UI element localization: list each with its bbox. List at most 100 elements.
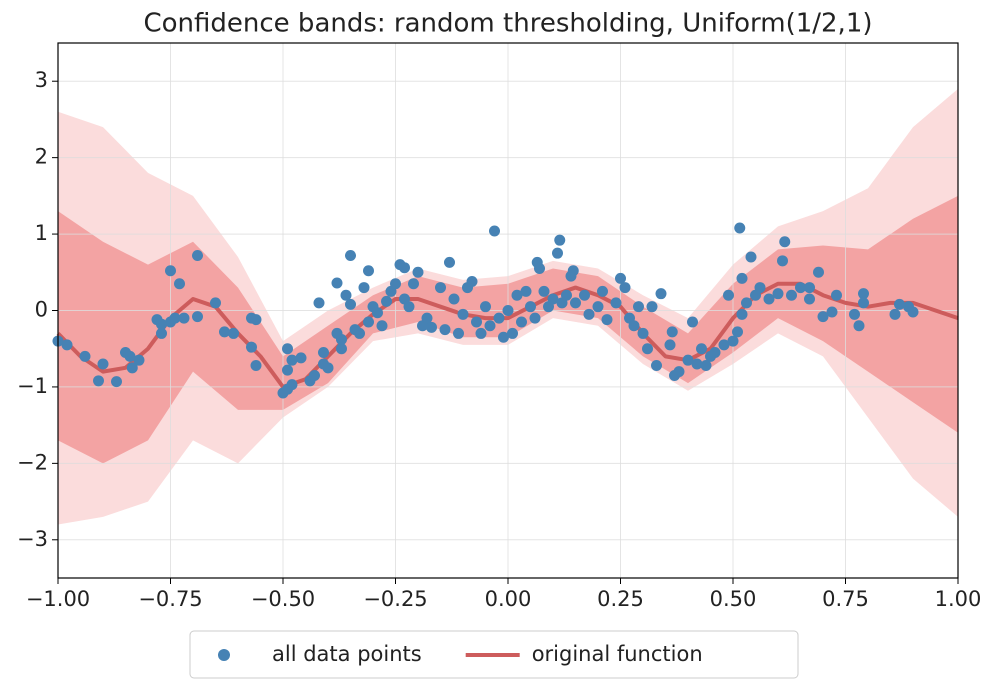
y-tick-label: −2 bbox=[17, 450, 48, 474]
data-point bbox=[408, 278, 419, 290]
data-point bbox=[567, 265, 579, 277]
y-tick-label: 3 bbox=[35, 68, 48, 92]
data-point bbox=[363, 265, 374, 277]
data-point bbox=[786, 289, 797, 301]
data-point bbox=[570, 297, 581, 309]
data-point bbox=[322, 362, 334, 374]
data-point bbox=[601, 314, 613, 326]
data-point bbox=[246, 341, 257, 353]
data-point bbox=[853, 320, 865, 332]
data-point bbox=[336, 343, 347, 355]
data-point bbox=[615, 272, 626, 284]
x-tick-label: −0.25 bbox=[363, 587, 427, 611]
data-point bbox=[169, 312, 181, 324]
data-point bbox=[453, 327, 464, 339]
data-point bbox=[286, 379, 298, 391]
data-point bbox=[444, 256, 455, 268]
data-point bbox=[412, 266, 424, 278]
data-point bbox=[471, 316, 482, 328]
data-point bbox=[772, 288, 784, 300]
data-point bbox=[210, 297, 221, 309]
data-point bbox=[817, 311, 829, 323]
data-point bbox=[97, 358, 109, 370]
data-point bbox=[336, 334, 347, 346]
data-point bbox=[673, 366, 685, 378]
data-point bbox=[493, 312, 505, 324]
data-point bbox=[646, 301, 658, 313]
data-point bbox=[763, 293, 775, 305]
data-point bbox=[516, 316, 527, 328]
data-point bbox=[619, 282, 631, 294]
data-point bbox=[741, 297, 752, 309]
legend-label: original function bbox=[532, 642, 703, 666]
data-point bbox=[718, 339, 730, 351]
data-point bbox=[777, 255, 788, 267]
data-point bbox=[174, 278, 185, 290]
data-point bbox=[666, 326, 678, 338]
data-point bbox=[633, 301, 644, 313]
data-point bbox=[61, 339, 73, 351]
data-point bbox=[858, 297, 869, 309]
data-point bbox=[376, 320, 388, 332]
data-point bbox=[372, 307, 383, 319]
data-point bbox=[520, 285, 532, 297]
x-tick-label: 1.00 bbox=[935, 587, 982, 611]
data-point bbox=[345, 249, 356, 261]
data-point bbox=[448, 293, 460, 305]
data-point bbox=[682, 354, 694, 366]
data-point bbox=[93, 375, 104, 387]
data-point bbox=[597, 285, 608, 297]
legend-label: all data points bbox=[272, 642, 422, 666]
y-tick-label: 0 bbox=[35, 298, 48, 322]
data-point bbox=[502, 305, 514, 316]
data-point bbox=[507, 327, 518, 339]
data-point bbox=[228, 327, 239, 339]
data-point bbox=[250, 314, 262, 326]
x-tick-label: −1.00 bbox=[26, 587, 90, 611]
data-point bbox=[435, 282, 446, 294]
data-point bbox=[637, 327, 649, 339]
data-point bbox=[363, 316, 374, 328]
data-point bbox=[745, 251, 757, 263]
data-point bbox=[534, 262, 545, 274]
data-point bbox=[331, 277, 343, 289]
data-point bbox=[736, 272, 748, 284]
data-point bbox=[219, 326, 230, 338]
y-tick-label: 2 bbox=[35, 145, 48, 169]
legend: all data points original function bbox=[189, 630, 799, 679]
data-point bbox=[858, 288, 869, 300]
data-point bbox=[554, 234, 566, 246]
data-point bbox=[723, 289, 734, 301]
data-point bbox=[156, 327, 167, 339]
data-point bbox=[250, 360, 262, 372]
data-point bbox=[734, 222, 746, 234]
data-point bbox=[813, 266, 824, 278]
data-point bbox=[475, 327, 487, 339]
data-point bbox=[178, 312, 190, 324]
data-point bbox=[390, 278, 401, 290]
data-point bbox=[547, 293, 559, 305]
data-point bbox=[124, 350, 136, 362]
data-point bbox=[111, 376, 122, 388]
data-point bbox=[889, 308, 901, 320]
data-point bbox=[511, 289, 523, 301]
data-point bbox=[466, 275, 478, 287]
data-point bbox=[313, 297, 325, 309]
y-tick-label: −1 bbox=[17, 374, 48, 398]
data-point bbox=[484, 320, 496, 332]
data-point bbox=[561, 289, 572, 301]
data-point bbox=[282, 343, 293, 355]
data-point bbox=[457, 308, 469, 320]
data-point bbox=[133, 354, 145, 366]
data-point bbox=[628, 320, 640, 332]
x-tick-label: −0.50 bbox=[251, 587, 315, 611]
marks bbox=[52, 222, 959, 399]
data-point bbox=[165, 265, 176, 277]
data-point bbox=[736, 308, 748, 320]
data-point bbox=[642, 343, 653, 355]
data-point bbox=[709, 347, 721, 359]
data-point bbox=[795, 282, 806, 294]
data-point bbox=[192, 249, 203, 261]
data-point bbox=[651, 360, 662, 372]
data-point bbox=[579, 289, 590, 301]
